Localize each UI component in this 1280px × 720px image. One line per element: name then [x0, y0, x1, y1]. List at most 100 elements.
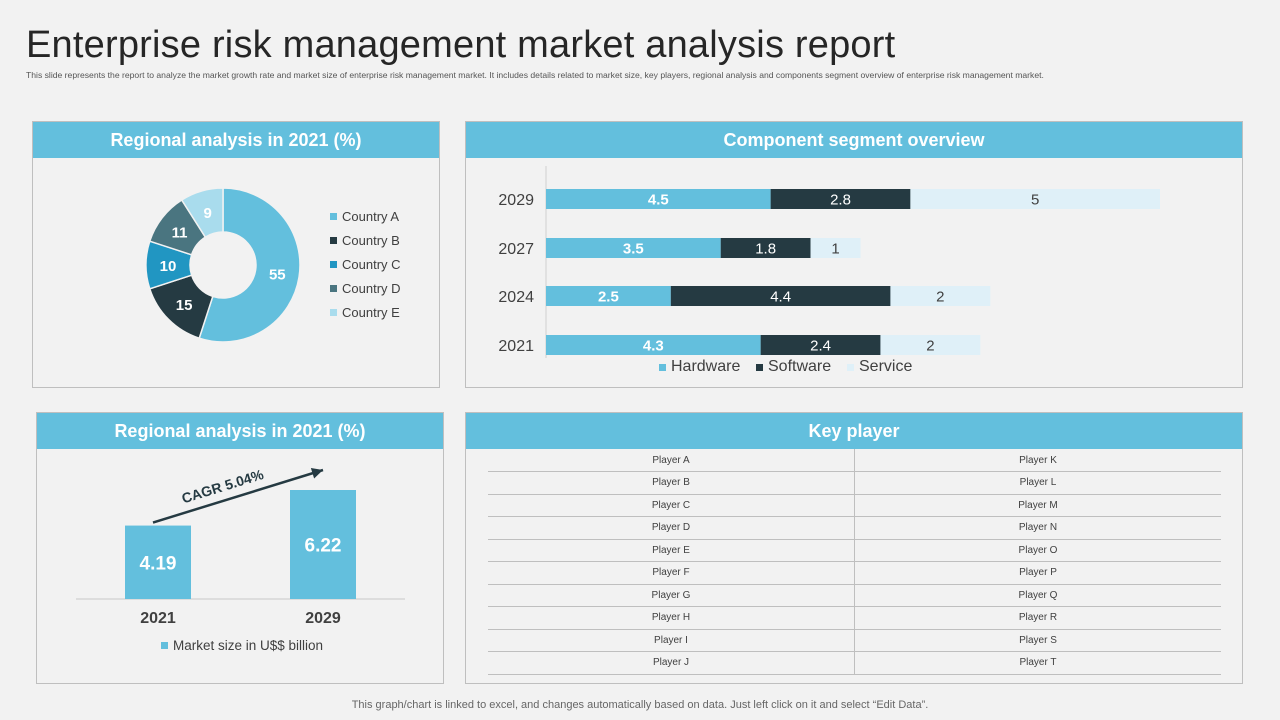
legend-label: Software [768, 358, 832, 375]
legend-label: Hardware [671, 358, 741, 375]
table-cell: Player E [488, 539, 855, 562]
bar-software-2029 [770, 189, 911, 209]
key-player-title: Key player [466, 413, 1242, 449]
key-player-table: Player A Player K Player B Player L Player C… [488, 449, 1221, 675]
legend-swatch [847, 363, 854, 371]
table-cell: Player T [854, 651, 1221, 675]
data-label-software: 1.8 [755, 241, 776, 258]
table-cell: Player P [854, 561, 1221, 585]
table-cell: Player C [488, 494, 855, 517]
data-label-2021: 4.19 [140, 553, 177, 574]
legend-label: Country A [342, 209, 400, 224]
table-cell: Player N [854, 516, 1221, 540]
cagr-panel: Regional analysis in 2021 (%) 4.19 2021 6.… [36, 412, 444, 684]
table-row: Player J Player T [488, 651, 1221, 675]
donut-panel: Regional analysis in 2021 (%) 55 15 10 11 9 … [32, 121, 440, 388]
bar-hardware-2024 [546, 286, 671, 306]
legend-item-country-d: Country D [330, 281, 401, 296]
table-cell: Player M [854, 494, 1221, 517]
table-row: Player B Player L [488, 471, 1221, 495]
table-cell: Player H [488, 606, 855, 630]
bar-hardware-2029 [546, 189, 771, 209]
data-label-service: 2 [926, 338, 934, 355]
legend-swatch [330, 261, 337, 268]
legend-item-software: Software [756, 358, 831, 376]
legend-item-country-e: Country E [330, 305, 400, 320]
legend-item-hardware: Hardware [659, 358, 740, 376]
legend-item-country-b: Country B [330, 233, 400, 248]
key-player-panel: Key player Player A Player K Player B Playe… [465, 412, 1243, 684]
table-row: Player C Player M [488, 494, 1221, 517]
legend-item-country-a: Country A [330, 209, 399, 224]
bar-software-2024 [670, 286, 891, 306]
table-cell: Player Q [854, 584, 1221, 607]
table-row: Player D Player N [488, 516, 1221, 540]
cagr-arrow-head [310, 467, 323, 479]
legend-item-market-size: Market size in U$$ billion [161, 638, 323, 653]
donut-slice-country-a [198, 187, 301, 343]
legend-label: Country B [342, 233, 400, 248]
legend-label: Market size in U$$ billion [173, 638, 324, 653]
data-label-software: 4.4 [770, 289, 791, 306]
data-label-service: 1 [831, 241, 839, 258]
page-title: Enterprise risk management market analys… [26, 24, 896, 66]
table-cell: Player L [854, 471, 1221, 495]
legend-swatch [659, 363, 666, 371]
donut-label-country-d: 11 [172, 224, 188, 241]
segment-panel: Component segment overview 2029 4.5 2.8 5 20… [465, 121, 1243, 388]
y-tick-label: 2027 [498, 241, 534, 258]
donut-label-country-b: 15 [176, 297, 193, 314]
table-cell: Player O [854, 539, 1221, 562]
table-cell: Player F [488, 561, 855, 585]
table-row: Player F Player P [488, 561, 1221, 585]
page-subtitle: This slide represents the report to anal… [26, 70, 1044, 80]
table-cell: Player J [488, 651, 855, 675]
bar-2021 [125, 525, 191, 599]
cagr-panel-title: Regional analysis in 2021 (%) [37, 413, 443, 449]
bar-service-2024 [890, 286, 991, 306]
data-label-hardware: 2.5 [598, 289, 619, 306]
table-cell: Player I [488, 629, 855, 652]
y-tick-label: 2024 [498, 289, 534, 306]
legend-swatch [161, 642, 168, 649]
bar-service-2027 [810, 238, 861, 258]
data-label-hardware: 4.5 [648, 192, 669, 209]
legend-swatch [330, 213, 337, 220]
legend-label: Country C [342, 257, 401, 272]
segment-chart: 2029 4.5 2.8 5 2027 3.5 1.8 1 2024 2.5 4.4 2 2021 4.3… [498, 166, 1160, 358]
x-tick-label: 2029 [305, 610, 341, 627]
data-label-service: 2 [936, 289, 944, 306]
table-row: Player E Player O [488, 539, 1221, 562]
table-cell: Player S [854, 629, 1221, 652]
table-cell: Player K [854, 449, 1221, 472]
table-cell: Player G [488, 584, 855, 607]
legend-item-service: Service [847, 358, 912, 376]
legend-swatch [330, 237, 337, 244]
x-tick-label: 2021 [140, 610, 176, 627]
donut-chart: 55 15 10 11 9 [145, 187, 301, 343]
legend-swatch [756, 363, 763, 371]
table-cell: Player B [488, 471, 855, 495]
donut-label-country-a: 55 [269, 267, 286, 284]
legend-label: Service [859, 358, 913, 375]
bar-service-2021 [880, 335, 981, 355]
donut-label-country-c: 10 [160, 258, 177, 275]
data-label-hardware: 4.3 [643, 338, 664, 355]
table-cell: Player D [488, 516, 855, 540]
table-cell: Player R [854, 606, 1221, 630]
bar-software-2021 [760, 335, 881, 355]
y-tick-label: 2021 [498, 338, 534, 355]
data-label-service: 5 [1031, 192, 1039, 209]
legend-label: Country D [342, 281, 401, 296]
y-tick-label: 2029 [498, 192, 534, 209]
donut-slice-country-e [180, 187, 224, 239]
bar-hardware-2027 [546, 238, 721, 258]
footer-note: This graph/chart is linked to excel, and… [351, 699, 929, 711]
legend-swatch [330, 309, 337, 316]
bar-service-2029 [910, 189, 1160, 209]
data-label-2029: 6.22 [305, 536, 342, 557]
bar-software-2027 [720, 238, 811, 258]
legend-item-country-c: Country C [330, 257, 401, 272]
bar-hardware-2021 [546, 335, 761, 355]
table-row: Player A Player K [488, 449, 1221, 472]
